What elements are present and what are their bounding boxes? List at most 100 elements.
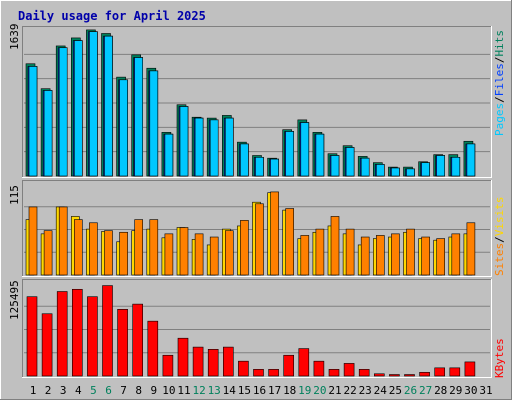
- pages-bar-11: [179, 106, 189, 177]
- kbytes-bar-21: [328, 369, 340, 377]
- sites-bar-3: [58, 206, 68, 276]
- x-tick-label-22: 22: [343, 384, 356, 397]
- kbytes-bar-22: [343, 363, 355, 377]
- sites-bar-26: [406, 228, 415, 276]
- kbytes-bar-25: [389, 374, 400, 377]
- x-tick-label-26: 26: [404, 384, 417, 397]
- kbytes-bar-7: [117, 309, 128, 377]
- legend-hits-files-pages: Pages/Files/Hits: [493, 30, 506, 136]
- pages-bar-26: [406, 168, 415, 177]
- legend-visits-sites: Sites/Visits: [493, 197, 506, 277]
- kbytes-bar-14: [223, 346, 234, 377]
- hits-ymax-label: 1639: [8, 24, 21, 51]
- pages-bar-7: [119, 79, 128, 177]
- kbytes-bar-27: [419, 371, 430, 377]
- x-tick-label-25: 25: [389, 384, 402, 397]
- kbytes-bar-28: [434, 367, 446, 377]
- pages-bar-6: [104, 35, 113, 177]
- x-tick-label-31: 31: [479, 384, 492, 397]
- kbytes-bar-2: [41, 313, 53, 377]
- pages-bar-1: [28, 66, 38, 177]
- pages-bar-28: [436, 155, 446, 177]
- sites-bar-11: [179, 227, 189, 276]
- kbytes-bar-1: [26, 296, 38, 377]
- sites-bar-13: [209, 236, 219, 276]
- kbytes-bar-29: [449, 367, 461, 377]
- sites-bar-29: [451, 233, 461, 276]
- x-tick-label-7: 7: [120, 384, 127, 397]
- pages-bar-9: [149, 70, 159, 177]
- x-tick-label-13: 13: [208, 384, 221, 397]
- sites-bar-10: [164, 233, 174, 276]
- x-tick-label-20: 20: [313, 384, 326, 397]
- x-axis-labels: 1 2 3 4 5 6 7 8 9 10 11 12 13 14 15 16 17 18 19 20 21 22 23 24 2…: [30, 384, 493, 397]
- kbytes-bar-3: [56, 291, 68, 377]
- pages-bar-19: [300, 122, 310, 177]
- sites-bar-1: [28, 206, 38, 276]
- kbytes-bar-8: [132, 303, 143, 377]
- sites-bar-22: [345, 228, 355, 276]
- pages-bar-14: [225, 117, 234, 177]
- x-tick-label-16: 16: [253, 384, 266, 397]
- x-tick-label-30: 30: [464, 384, 477, 397]
- pages-bar-3: [58, 47, 68, 177]
- kbytes-ymax-label: 125495: [8, 280, 21, 320]
- x-tick-label-24: 24: [374, 384, 388, 397]
- kbytes-bar-17: [268, 369, 279, 377]
- x-tick-label-19: 19: [298, 384, 311, 397]
- legend-hits: Hits: [493, 30, 506, 57]
- sites-bar-19: [300, 235, 310, 276]
- sites-bar-2: [43, 230, 53, 276]
- legend-files: Files: [493, 63, 506, 96]
- kbytes-bar-10: [162, 354, 174, 377]
- pages-bar-15: [240, 143, 249, 177]
- kbytes-bar-26: [404, 374, 415, 377]
- x-tick-label-2: 2: [45, 384, 52, 397]
- legend-sites: Sites: [493, 243, 506, 276]
- x-tick-label-9: 9: [150, 384, 157, 397]
- x-tick-label-18: 18: [283, 384, 296, 397]
- x-tick-label-27: 27: [419, 384, 432, 397]
- pages-bar-5: [89, 31, 98, 177]
- kbytes-bar-20: [313, 360, 325, 377]
- kbytes-bar-13: [207, 349, 219, 377]
- x-tick-label-28: 28: [434, 384, 447, 397]
- sites-bar-16: [255, 203, 264, 276]
- x-tick-label-15: 15: [238, 384, 251, 397]
- sites-bar-6: [104, 230, 113, 276]
- kbytes-bar-15: [238, 360, 249, 377]
- legend-slash: /: [493, 96, 506, 103]
- kbytes-bar-24: [373, 373, 385, 377]
- sites-bar-23: [360, 236, 370, 276]
- kbytes-bar-11: [177, 337, 189, 377]
- pages-bar-17: [270, 158, 279, 177]
- sites-bar-25: [391, 233, 400, 276]
- sites-bar-20: [315, 228, 325, 276]
- sites-bar-27: [421, 236, 430, 276]
- x-tick-label-17: 17: [268, 384, 281, 397]
- bars-layer: [25, 29, 476, 377]
- pages-bar-30: [466, 143, 476, 177]
- kbytes-bar-23: [358, 369, 370, 377]
- legend-slash: /: [493, 57, 506, 64]
- x-tick-label-1: 1: [30, 384, 37, 397]
- sites-bar-21: [330, 216, 340, 276]
- x-tick-label-11: 11: [177, 384, 190, 397]
- x-tick-label-10: 10: [162, 384, 175, 397]
- svg-text:Pages/Files/Hits: Pages/Files/Hits: [493, 30, 506, 136]
- pages-bar-10: [164, 133, 174, 177]
- panel-hits-frame: [22, 26, 492, 178]
- kbytes-bar-6: [102, 285, 113, 377]
- legend-pages: Pages: [493, 103, 506, 136]
- pages-bar-23: [360, 157, 370, 177]
- sites-bar-4: [74, 219, 83, 276]
- legend-kbytes-label: KBytes: [493, 338, 506, 378]
- legend-visits: Visits: [493, 197, 506, 237]
- pages-bar-2: [43, 90, 53, 177]
- svg-text:Sites/Visits: Sites/Visits: [493, 197, 506, 277]
- sites-bar-9: [149, 219, 159, 276]
- visits-ymax-label: 115: [8, 185, 21, 205]
- sites-bar-18: [285, 208, 295, 276]
- kbytes-bar-4: [72, 288, 83, 377]
- x-tick-label-21: 21: [328, 384, 341, 397]
